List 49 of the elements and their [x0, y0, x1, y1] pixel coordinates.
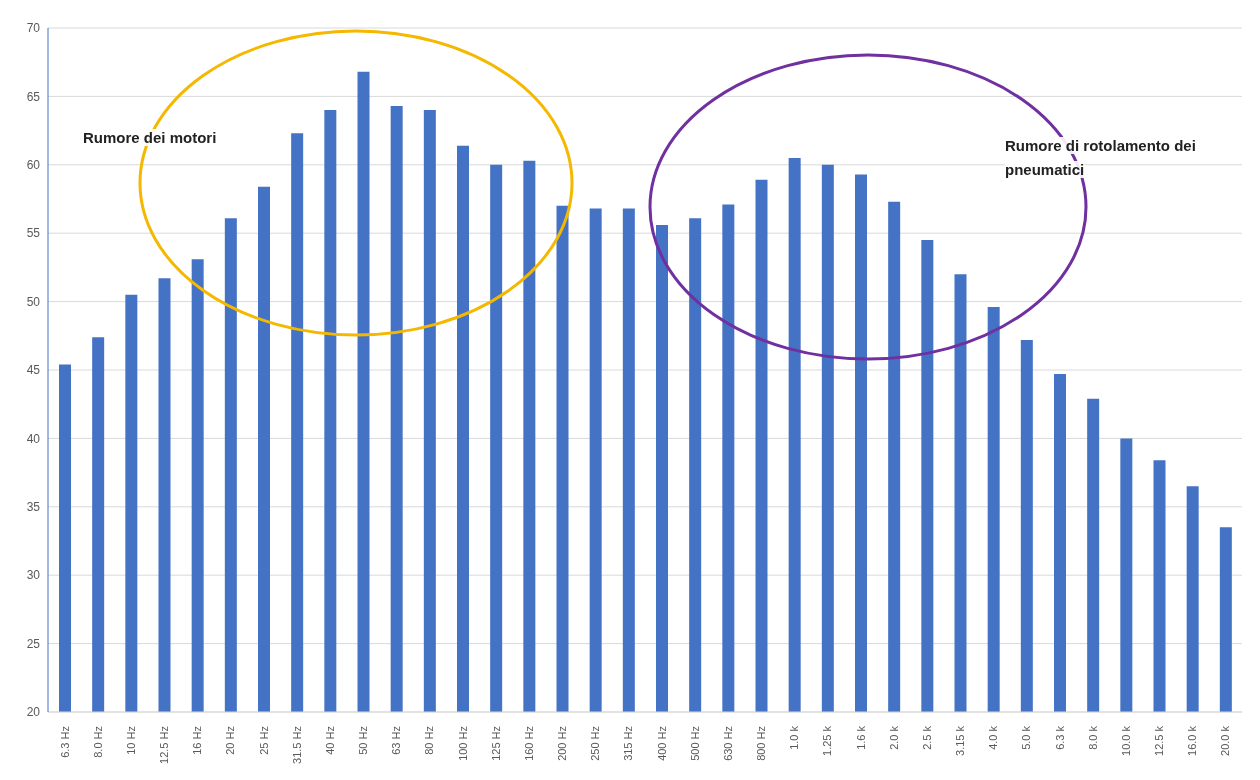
x-tick-label: 16 Hz — [191, 726, 204, 755]
y-tick-label: 30 — [26, 568, 41, 583]
x-tick-label: 80 Hz — [423, 726, 436, 755]
x-tick-label: 125 Hz — [489, 726, 502, 761]
x-tick-label: 1.0 k — [788, 725, 801, 750]
x-tick-label: 500 Hz — [688, 726, 701, 761]
y-tick-label: 70 — [26, 21, 41, 36]
x-tick-label: 800 Hz — [755, 726, 768, 761]
x-tick-label: 40 Hz — [323, 726, 336, 755]
y-tick-label: 40 — [26, 431, 41, 446]
y-tick-label: 55 — [26, 226, 41, 241]
x-tick-label: 400 Hz — [655, 726, 668, 761]
x-tick-label: 1.25 k — [821, 725, 834, 756]
x-tick-label: 50 Hz — [357, 726, 370, 755]
x-tick-label: 2.5 k — [920, 725, 933, 750]
y-tick-label: 65 — [26, 89, 41, 104]
x-tick-label: 2.0 k — [887, 725, 900, 750]
x-tick-label: 5.0 k — [1020, 725, 1033, 750]
x-tick-label: 20.0 k — [1219, 725, 1232, 756]
x-tick-label: 12.5 Hz — [158, 726, 171, 764]
annotation: Rumore dei motori — [83, 129, 217, 146]
x-tick-label: 63 Hz — [390, 726, 403, 755]
y-tick-label: 35 — [26, 500, 41, 515]
y-tick-label: 25 — [26, 636, 41, 651]
annotation: Rumore di rotolamento dei pneumatici — [1005, 137, 1196, 178]
x-tick-label: 12.5 k — [1153, 725, 1166, 756]
x-tick-label: 6.3 Hz — [58, 726, 71, 758]
x-tick-label: 8.0 k — [1086, 725, 1099, 750]
x-tick-label: 6.3 k — [1053, 725, 1066, 750]
y-tick-label: 60 — [26, 158, 41, 173]
x-tick-label: 25 Hz — [257, 726, 270, 755]
x-tick-label: 630 Hz — [721, 726, 734, 761]
x-tick-label: 4.0 k — [987, 725, 1000, 750]
x-tick-label: 3.15 k — [954, 725, 967, 756]
y-tick-label: 20 — [26, 705, 41, 720]
x-tick-label: 10.0 k — [1119, 725, 1132, 756]
y-tick-label: 45 — [26, 363, 41, 378]
x-tick-label: 100 Hz — [456, 726, 469, 761]
x-tick-label: 16.0 k — [1186, 725, 1199, 756]
x-tick-label: 200 Hz — [556, 726, 569, 761]
x-tick-label: 1.6 k — [854, 725, 867, 750]
x-tick-label: 10 Hz — [124, 726, 137, 755]
x-tick-label: 160 Hz — [522, 726, 535, 761]
y-tick-label: 50 — [26, 294, 41, 309]
x-tick-label: 20 Hz — [224, 726, 237, 755]
x-tick-label: 8.0 Hz — [91, 726, 104, 758]
x-tick-label: 315 Hz — [622, 726, 635, 761]
x-tick-label: 31.5 Hz — [290, 726, 303, 764]
x-tick-label: 250 Hz — [589, 726, 602, 761]
